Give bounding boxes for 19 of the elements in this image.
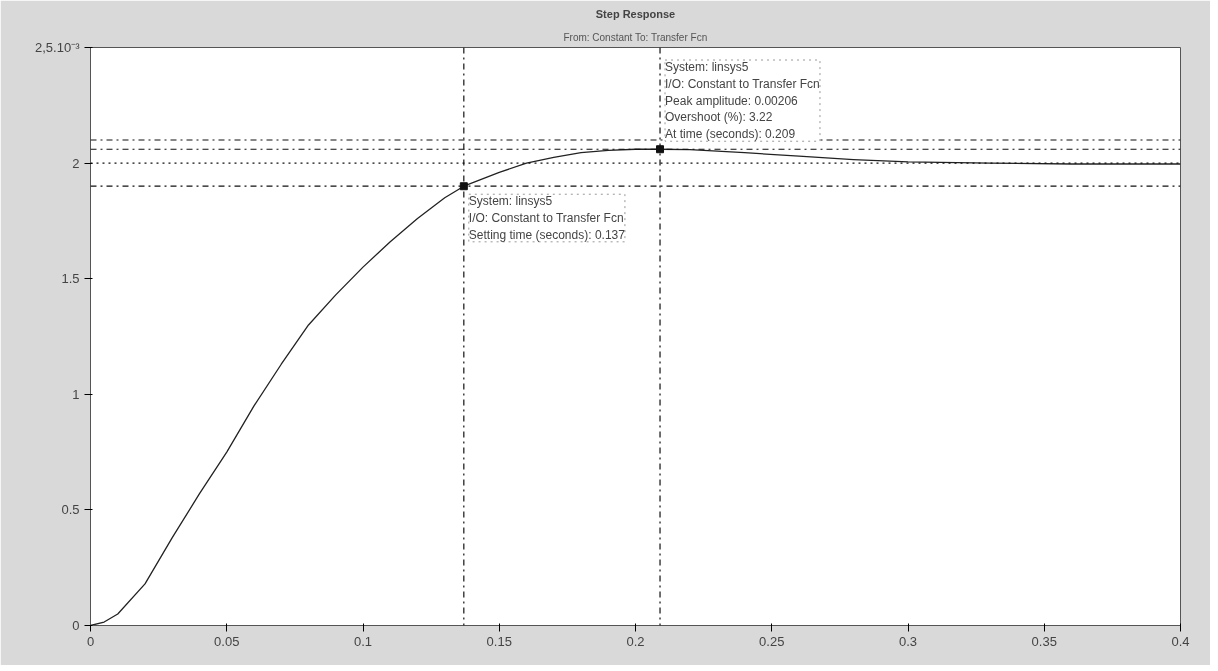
y-tick-label: 1.5	[61, 271, 80, 287]
x-tick-label: 0.35	[1031, 633, 1057, 649]
x-tick-label: 0.05	[214, 633, 240, 649]
chart-title: Step Response	[595, 7, 676, 20]
x-tick-label: 0.3	[898, 633, 918, 649]
x-tick-label: 0	[86, 633, 95, 649]
y-tick-label: 2,5.10⁻³	[35, 40, 81, 55]
chart-subtitle: From: Constant To: Transfer Fcn	[563, 31, 708, 43]
x-tick-label: 0.15	[486, 633, 512, 649]
annotation: System: linsys5 I/O: Constant to Transfer Fcn Setting time (seconds): 0.137	[468, 194, 626, 242]
y-tick-label: 1	[72, 386, 80, 402]
x-tick-label: 0.25	[759, 633, 785, 649]
y-tick-label: 2	[72, 155, 80, 171]
x-tick-label: 0.4	[1171, 633, 1190, 649]
y-tick-label: 0	[72, 618, 80, 633]
x-tick-label: 0.1	[353, 633, 373, 649]
x-tick-label: 0.2	[626, 633, 645, 649]
y-tick-label: 0.5	[61, 502, 80, 518]
annotation: System: linsys5 I/O: Constant to Transfer Fcn Peak amplitude: 0.00206 Overshoot (%): 3.22 At time (seconds): 0.209	[665, 60, 820, 142]
